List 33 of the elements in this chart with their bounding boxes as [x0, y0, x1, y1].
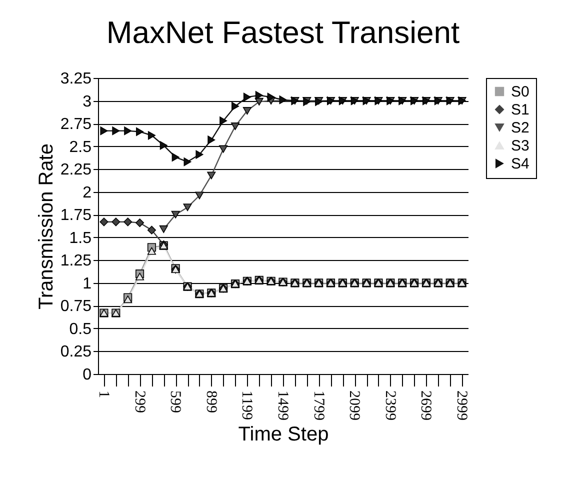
y-axis-title: Transmission Rate [35, 144, 58, 310]
x-tick-label: 1499 [274, 390, 290, 420]
chart-title: MaxNet Fastest Transient [106, 15, 460, 50]
legend-label: S3 [511, 138, 530, 154]
legend-label: S4 [511, 156, 530, 172]
x-tick-label: 2099 [346, 390, 362, 420]
y-tick-label: 2.25 [60, 162, 92, 179]
x-tick-label: 1199 [238, 390, 255, 420]
x-tick-label: 1 [95, 390, 112, 398]
x-tick-label: 1799 [310, 390, 326, 420]
y-tick-label: 0.5 [69, 320, 92, 338]
legend-label: S2 [511, 120, 530, 136]
x-tick-label: 299 [131, 390, 148, 413]
x-tick-label: 2999 [454, 390, 470, 420]
y-tick-label: 1.75 [60, 207, 92, 224]
y-tick-label: 2.75 [60, 116, 92, 134]
legend-label: S0 [511, 84, 530, 100]
x-tick-label: 899 [202, 390, 219, 413]
y-tick-label: 1 [82, 275, 92, 292]
x-tick-label: 2399 [382, 390, 398, 420]
x-tick-label: 2699 [418, 390, 434, 420]
y-tick-label: 2.5 [69, 138, 92, 156]
x-tick-label: 599 [167, 390, 184, 413]
y-tick-label: 3 [82, 93, 92, 110]
y-tick-label: 1.25 [60, 252, 92, 270]
y-tick-label: 1.5 [69, 230, 92, 247]
legend-label: S1 [511, 102, 530, 118]
y-tick-label: 3.25 [60, 70, 92, 88]
y-tick-label: 0 [82, 366, 92, 384]
y-tick-label: 0.25 [60, 344, 92, 361]
y-tick-label: 0.75 [60, 298, 92, 316]
y-tick-label: 2 [82, 184, 92, 202]
x-axis-title: Time Step [238, 424, 329, 446]
